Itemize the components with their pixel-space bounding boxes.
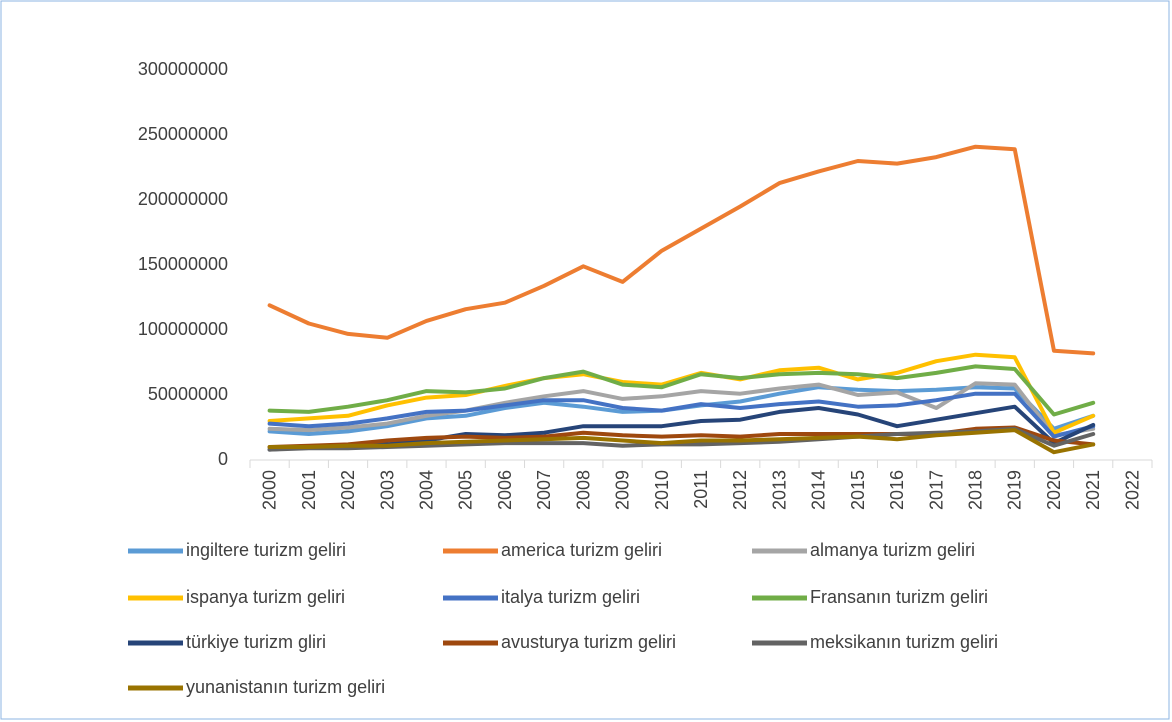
legend-label: Fransanın turizm geliri <box>810 587 988 607</box>
legend-label: yunanistanın turizm geliri <box>186 677 385 697</box>
x-tick-label: 2008 <box>573 470 593 510</box>
x-tick-label: 2021 <box>1083 470 1103 510</box>
x-tick-label: 2020 <box>1044 470 1064 510</box>
x-tick-label: 2015 <box>848 470 868 510</box>
x-tick-label: 2014 <box>809 470 829 510</box>
x-tick-label: 2007 <box>534 470 554 510</box>
x-tick-label: 2019 <box>1005 470 1025 510</box>
x-tick-label: 2003 <box>377 470 397 510</box>
legend-label: almanya turizm geliri <box>810 540 975 560</box>
x-tick-label: 2016 <box>887 470 907 510</box>
x-tick-label: 2005 <box>456 470 476 510</box>
x-tick-label: 2000 <box>260 470 280 510</box>
y-tick-label: 50000000 <box>148 384 228 404</box>
y-tick-label: 150000000 <box>138 254 228 274</box>
x-tick-label: 2022 <box>1122 470 1142 510</box>
y-tick-label: 250000000 <box>138 124 228 144</box>
y-tick-label: 300000000 <box>138 59 228 79</box>
legend-label: avusturya turizm geliri <box>501 632 676 652</box>
legend-label: ingiltere turizm geliri <box>186 540 346 560</box>
x-tick-label: 2018 <box>966 470 986 510</box>
x-tick-label: 2013 <box>769 470 789 510</box>
series-line <box>267 144 1096 356</box>
x-tick-label: 2017 <box>926 470 946 510</box>
x-tick-label: 2011 <box>691 470 711 509</box>
x-tick-label: 2006 <box>495 470 515 510</box>
y-tick-label: 0 <box>218 449 228 469</box>
series-line <box>267 428 1096 455</box>
legend-label: america turizm geliri <box>501 540 662 560</box>
y-tick-label: 100000000 <box>138 319 228 339</box>
x-tick-label: 2009 <box>613 470 633 510</box>
x-tick-label: 2004 <box>416 470 436 510</box>
x-tick-label: 2001 <box>299 470 319 510</box>
x-tick-label: 2010 <box>652 470 672 510</box>
legend-label: ispanya turizm geliri <box>186 587 345 607</box>
x-tick-label: 2002 <box>338 470 358 510</box>
legend-label: türkiye turizm gliri <box>186 632 326 652</box>
series-line <box>267 364 1096 417</box>
legend-label: italya turizm geliri <box>501 587 640 607</box>
legend-label: meksikanın turizm geliri <box>810 632 998 652</box>
x-tick-label: 2012 <box>730 470 750 510</box>
y-tick-label: 200000000 <box>138 189 228 209</box>
series-line <box>267 391 1096 439</box>
